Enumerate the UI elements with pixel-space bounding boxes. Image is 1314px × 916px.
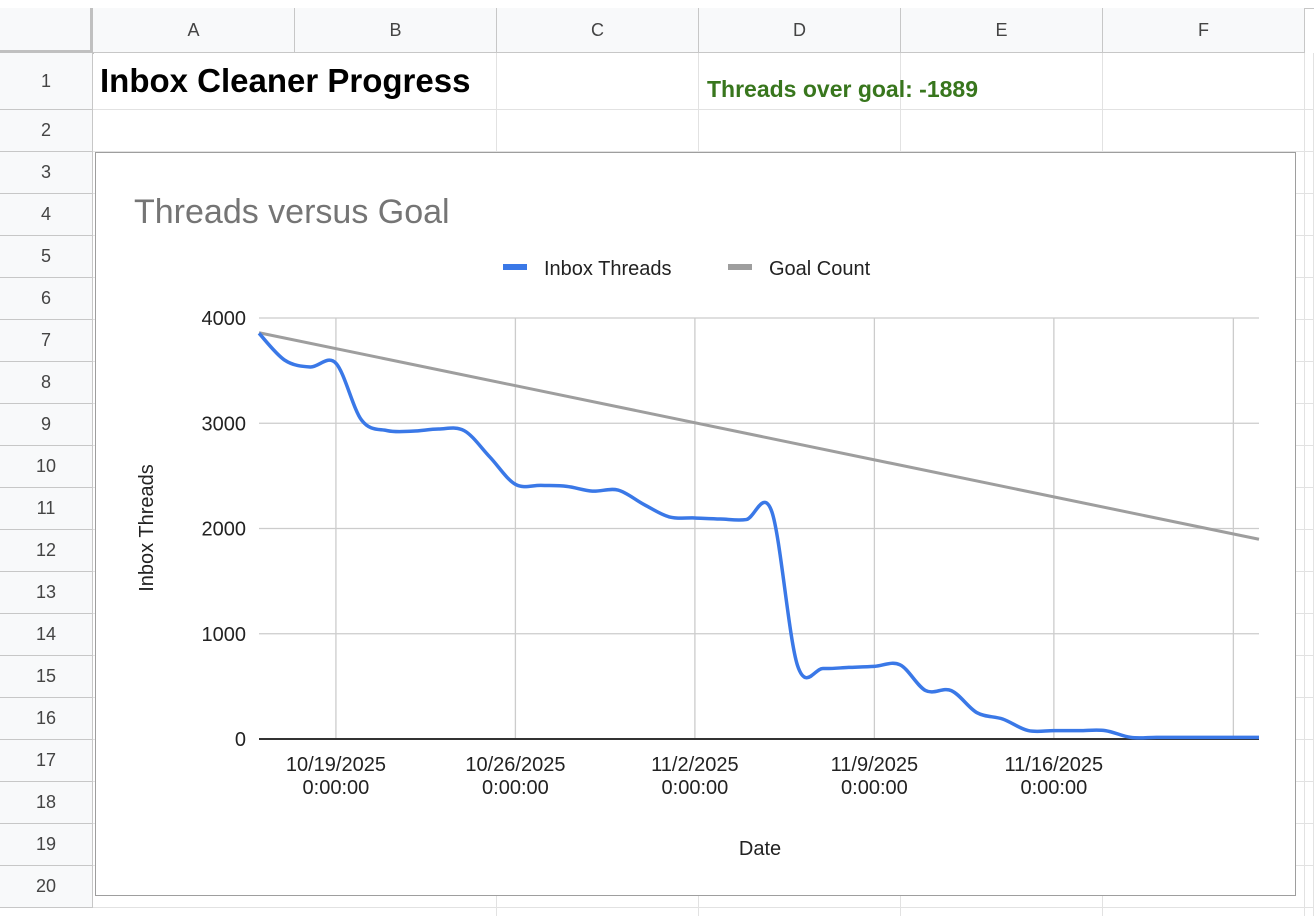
column-gridline: [1304, 53, 1305, 916]
series-line-goal-count[interactable]: [258, 331, 1260, 541]
column-header-d[interactable]: D: [699, 8, 901, 53]
y-tick-label: 2000: [202, 519, 247, 541]
row-header-1[interactable]: 1: [0, 53, 93, 110]
x-tick-label-time: 0:00:00: [303, 777, 370, 799]
row-gridline: [93, 109, 1314, 110]
y-tick-label: 0: [235, 729, 246, 751]
x-tick-label-time: 0:00:00: [662, 777, 729, 799]
cell-a1-title[interactable]: Inbox Cleaner Progress: [100, 62, 471, 99]
chart-title: Threads versus Goal: [134, 193, 450, 231]
row-header-8[interactable]: 8: [0, 362, 93, 404]
legend-swatch-inbox-threads: [503, 264, 527, 270]
row-header-2[interactable]: 2: [0, 110, 93, 152]
column-header-e[interactable]: E: [901, 8, 1103, 53]
row-header-13[interactable]: 13: [0, 572, 93, 614]
y-tick-label: 4000: [202, 308, 247, 330]
row-header-17[interactable]: 17: [0, 740, 93, 782]
x-tick-label-time: 0:00:00: [482, 777, 549, 799]
legend-swatch-goal-count: [728, 264, 752, 270]
column-header-c[interactable]: C: [497, 8, 699, 53]
series-line-inbox-threads[interactable]: [257, 332, 1259, 740]
x-tick-label-date: 11/2/2025: [651, 754, 739, 776]
legend-label-inbox-threads: Inbox Threads: [544, 258, 672, 280]
row-header-7[interactable]: 7: [0, 320, 93, 362]
x-tick-label-date: 11/9/2025: [831, 754, 919, 776]
x-tick-label-time: 0:00:00: [841, 777, 908, 799]
row-gridline: [93, 907, 1314, 908]
select-all-corner[interactable]: [0, 8, 94, 54]
row-header-18[interactable]: 18: [0, 782, 93, 824]
x-tick-label-date: 10/19/2025: [286, 754, 386, 776]
row-header-20[interactable]: 20: [0, 866, 93, 908]
row-header-11[interactable]: 11: [0, 488, 93, 530]
row-header-12[interactable]: 12: [0, 530, 93, 572]
x-tick-label-date: 11/16/2025: [1005, 754, 1104, 776]
row-header-14[interactable]: 14: [0, 614, 93, 656]
row-header-19[interactable]: 19: [0, 824, 93, 866]
row-header-6[interactable]: 6: [0, 278, 93, 320]
legend-label-goal-count: Goal Count: [769, 258, 871, 280]
chart-threads-versus-goal[interactable]: Threads versus Goal Inbox Threads Goal C…: [95, 152, 1296, 896]
row-header-3[interactable]: 3: [0, 152, 93, 194]
x-tick-label-time: 0:00:00: [1021, 777, 1088, 799]
row-header-16[interactable]: 16: [0, 698, 93, 740]
row-header-9[interactable]: 9: [0, 404, 93, 446]
x-axis-title: Date: [739, 838, 781, 860]
column-header-b[interactable]: B: [295, 8, 497, 53]
x-tick-label-date: 10/26/2025: [465, 754, 565, 776]
row-header-10[interactable]: 10: [0, 446, 93, 488]
legend: Inbox Threads Goal Count: [503, 258, 871, 280]
cell-d1-threads-over-goal[interactable]: Threads over goal: -1889: [707, 76, 978, 102]
row-gridline: [93, 151, 1314, 152]
row-header-15[interactable]: 15: [0, 656, 93, 698]
column-header-f[interactable]: F: [1103, 8, 1305, 53]
y-axis-title: Inbox Threads: [136, 464, 158, 592]
y-tick-label: 1000: [202, 624, 247, 646]
row-header-5[interactable]: 5: [0, 236, 93, 278]
row-header-4[interactable]: 4: [0, 194, 93, 236]
column-header-a[interactable]: A: [93, 8, 295, 53]
y-tick-label: 3000: [202, 413, 247, 435]
